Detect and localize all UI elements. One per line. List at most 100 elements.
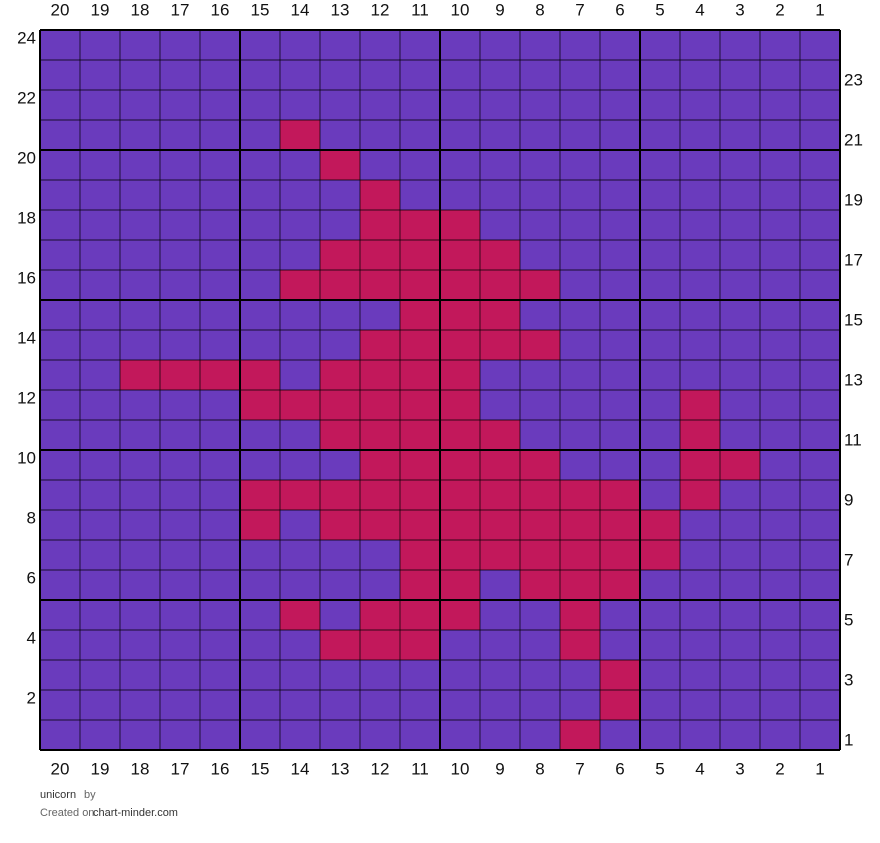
cell	[800, 390, 840, 420]
cell	[800, 300, 840, 330]
cell	[480, 690, 520, 720]
cell	[400, 540, 440, 570]
cell	[800, 450, 840, 480]
cell	[200, 660, 240, 690]
cell	[640, 330, 680, 360]
column-label-bottom: 5	[655, 759, 664, 778]
cell	[640, 180, 680, 210]
cell	[40, 330, 80, 360]
row-label-left: 14	[17, 328, 36, 347]
cell	[440, 90, 480, 120]
column-label-top: 17	[171, 0, 190, 19]
cell	[80, 300, 120, 330]
cell	[720, 720, 760, 750]
cell	[360, 540, 400, 570]
cell	[400, 450, 440, 480]
cell	[600, 360, 640, 390]
cell	[520, 120, 560, 150]
cell	[240, 30, 280, 60]
cell	[400, 30, 440, 60]
cell	[560, 420, 600, 450]
cell	[240, 690, 280, 720]
cell	[440, 180, 480, 210]
cell	[200, 270, 240, 300]
cell	[520, 450, 560, 480]
column-label-bottom: 19	[91, 759, 110, 778]
cell	[280, 150, 320, 180]
cell	[200, 120, 240, 150]
cell	[320, 210, 360, 240]
cell	[360, 390, 400, 420]
cell	[800, 90, 840, 120]
cell	[200, 390, 240, 420]
cell	[480, 390, 520, 420]
cell	[80, 210, 120, 240]
cell	[240, 600, 280, 630]
cell	[40, 570, 80, 600]
site-link[interactable]: chart-minder.com	[93, 807, 178, 819]
cell	[560, 180, 600, 210]
cell	[80, 330, 120, 360]
cell	[560, 300, 600, 330]
cell	[120, 150, 160, 180]
column-label-top: 1	[815, 0, 824, 19]
cell	[480, 330, 520, 360]
cell	[280, 390, 320, 420]
cell	[360, 630, 400, 660]
cell	[760, 330, 800, 360]
by-text: by	[84, 789, 96, 801]
cell	[680, 420, 720, 450]
cell	[720, 120, 760, 150]
row-label-left: 4	[27, 628, 36, 647]
row-label-right: 13	[844, 370, 863, 389]
cell	[200, 330, 240, 360]
cell	[360, 420, 400, 450]
cell	[520, 420, 560, 450]
cell	[280, 570, 320, 600]
cell	[560, 450, 600, 480]
cell	[480, 600, 520, 630]
cell	[600, 630, 640, 660]
cell	[560, 510, 600, 540]
column-label-top: 5	[655, 0, 664, 19]
cell	[40, 150, 80, 180]
cell	[720, 150, 760, 180]
cell	[240, 540, 280, 570]
cell	[400, 390, 440, 420]
cell	[680, 150, 720, 180]
cell	[560, 600, 600, 630]
cell	[240, 450, 280, 480]
cell	[160, 270, 200, 300]
cell	[160, 180, 200, 210]
cell	[120, 270, 160, 300]
cell	[800, 180, 840, 210]
cell	[520, 60, 560, 90]
cell	[40, 300, 80, 330]
cell	[320, 720, 360, 750]
row-label-right: 19	[844, 190, 863, 209]
cell	[520, 150, 560, 180]
cell	[360, 510, 400, 540]
cell	[120, 630, 160, 660]
cell	[80, 30, 120, 60]
cell	[240, 330, 280, 360]
column-label-bottom: 2	[775, 759, 784, 778]
cell	[400, 420, 440, 450]
column-label-bottom: 16	[211, 759, 230, 778]
cell	[240, 210, 280, 240]
cell	[160, 120, 200, 150]
cell	[720, 600, 760, 630]
cell	[400, 720, 440, 750]
cell	[200, 90, 240, 120]
cell	[320, 240, 360, 270]
cell	[560, 30, 600, 60]
cells	[40, 30, 840, 750]
cell	[600, 420, 640, 450]
column-label-bottom: 15	[251, 759, 270, 778]
cell	[440, 660, 480, 690]
cell	[800, 660, 840, 690]
cell	[80, 420, 120, 450]
cell	[600, 210, 640, 240]
cell	[640, 690, 680, 720]
cell	[80, 480, 120, 510]
